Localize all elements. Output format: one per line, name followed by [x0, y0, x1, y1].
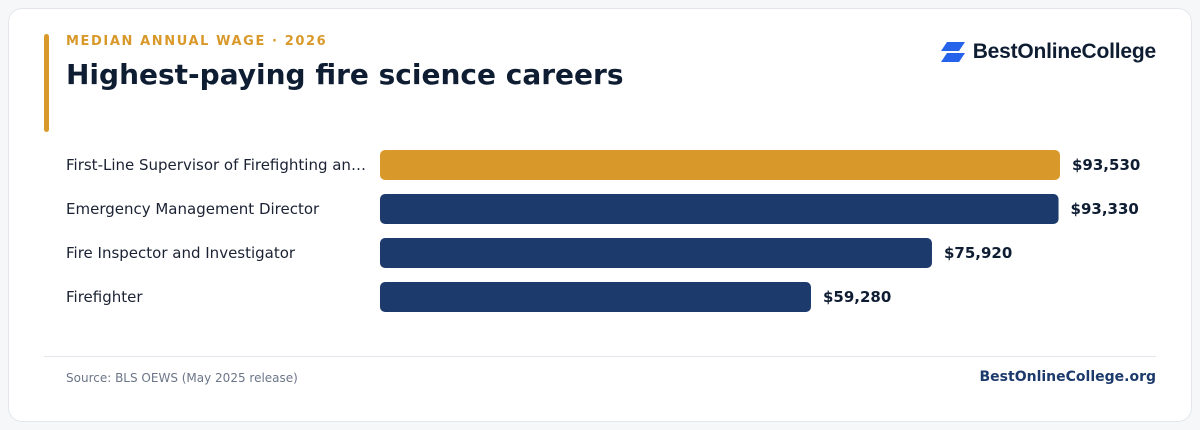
value-label: $59,280	[823, 288, 891, 306]
value-label: $93,330	[1071, 200, 1139, 218]
source-note: Source: BLS OEWS (May 2025 release)	[66, 371, 298, 385]
accent-bar	[44, 34, 49, 132]
category-label: Fire Inspector and Investigator	[66, 244, 296, 262]
value-label: $93,530	[1072, 156, 1140, 174]
category-label: Firefighter	[66, 288, 143, 306]
footer-site-link[interactable]: BestOnlineCollege.org	[979, 369, 1156, 385]
bar	[380, 238, 932, 268]
bar	[380, 194, 1059, 224]
brand-logo[interactable]: BestOnlineCollege	[940, 40, 1157, 64]
bar	[380, 150, 1060, 180]
chart-subtitle: MEDIAN ANNUAL WAGE · 2026	[66, 34, 328, 49]
bar	[380, 282, 811, 312]
stacked-parallelogram-logo-icon	[940, 42, 965, 62]
category-label: Emergency Management Director	[66, 200, 320, 218]
footer-divider	[44, 356, 1156, 357]
brand-logo-text: BestOnlineCollege	[972, 40, 1157, 63]
category-label: First-Line Supervisor of Firefighting an…	[66, 156, 366, 174]
value-label: $75,920	[944, 244, 1012, 262]
chart-title: Highest-paying fire science careers	[66, 58, 624, 91]
